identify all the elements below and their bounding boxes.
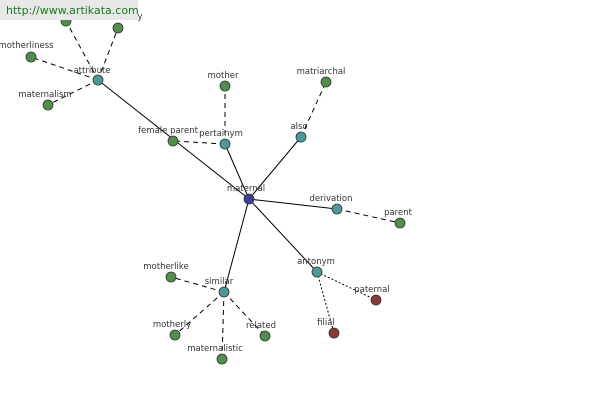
edge — [170, 276, 225, 293]
nodes — [25, 15, 406, 365]
node-label: filial — [317, 318, 335, 328]
node-label: maternalistic — [187, 344, 243, 354]
node[interactable] — [320, 76, 332, 88]
edge — [221, 291, 225, 360]
node-label: y — [137, 12, 142, 22]
node-label: pertainym — [199, 129, 243, 139]
node-label: motherliness — [0, 41, 54, 51]
edge — [97, 27, 119, 81]
node-label: maternal — [227, 184, 265, 194]
node-label: also — [290, 122, 307, 132]
edge — [223, 291, 266, 337]
node-label: paternal — [354, 285, 389, 295]
node-label: maternalism — [18, 90, 71, 100]
edge — [316, 271, 377, 301]
edge — [174, 291, 225, 336]
edge — [47, 79, 99, 106]
node[interactable] — [394, 217, 406, 229]
node[interactable] — [169, 329, 181, 341]
node[interactable] — [370, 294, 382, 306]
node[interactable] — [42, 99, 54, 111]
node[interactable] — [219, 138, 231, 150]
node-label: related — [246, 321, 276, 331]
edge — [248, 136, 302, 200]
node-label: mother — [208, 71, 239, 81]
node[interactable] — [295, 131, 307, 143]
edge — [336, 208, 401, 224]
node[interactable] — [25, 51, 37, 63]
node-label: attribute — [73, 66, 110, 76]
edges — [30, 20, 401, 360]
node[interactable] — [331, 203, 343, 215]
edge — [65, 20, 99, 81]
node[interactable] — [311, 266, 323, 278]
node[interactable] — [328, 327, 340, 339]
edge — [300, 81, 327, 138]
edge — [172, 140, 226, 145]
node-label: parent — [384, 208, 413, 218]
node[interactable] — [112, 22, 124, 34]
edge — [223, 198, 250, 293]
node-label: female parent — [138, 126, 199, 136]
watermark-bg — [0, 0, 138, 20]
node[interactable] — [218, 286, 230, 298]
node[interactable] — [92, 74, 104, 86]
node[interactable] — [219, 80, 231, 92]
node-label: motherlike — [143, 262, 189, 272]
node-label: similar — [205, 277, 234, 287]
edge — [248, 198, 318, 273]
node-label: derivation — [309, 194, 352, 204]
node[interactable] — [165, 271, 177, 283]
node[interactable] — [216, 353, 228, 365]
labels: maternal attribute motherliness maternal… — [0, 12, 413, 354]
node-label: matriarchal — [297, 67, 346, 77]
watermark[interactable]: http://www.artikata.com — [6, 4, 139, 17]
node[interactable] — [259, 330, 271, 342]
node[interactable] — [167, 135, 179, 147]
node-label: antonym — [297, 257, 335, 267]
node[interactable] — [243, 193, 255, 205]
edge — [248, 198, 338, 210]
edge — [316, 271, 335, 334]
edge — [224, 143, 250, 200]
node-label: motherly — [153, 320, 191, 330]
edge — [30, 56, 99, 81]
